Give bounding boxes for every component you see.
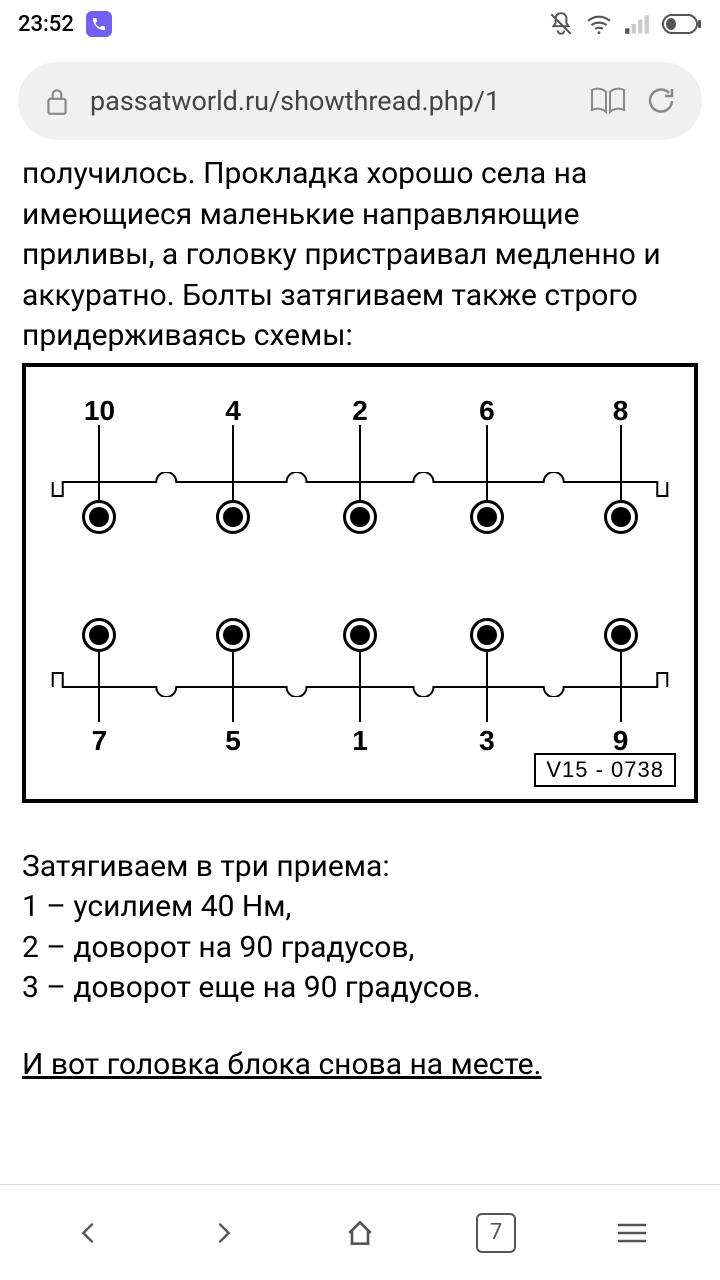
viber-icon xyxy=(86,11,112,37)
bolt-label: 1 xyxy=(352,725,368,757)
step-1: 1 – усилием 40 Нм, xyxy=(22,887,698,928)
bolt-label: 4 xyxy=(225,395,241,427)
battery-icon xyxy=(662,14,702,34)
status-bar: 23:52 xyxy=(0,0,720,48)
bolt-label: 3 xyxy=(479,725,495,757)
bolt-hole xyxy=(216,618,250,652)
tabs-button[interactable]: 7 xyxy=(468,1205,524,1261)
bolt-label: 5 xyxy=(225,725,241,757)
page-content: получилось. Прокладка хорошо села на име… xyxy=(0,154,720,1184)
reader-mode-icon[interactable] xyxy=(590,86,626,116)
bolt-label: 8 xyxy=(613,395,629,427)
footer-link[interactable]: И вот головка блока снова на месте. xyxy=(22,1045,698,1086)
bolt-hole xyxy=(343,618,377,652)
bolt-torque-diagram: 10426875139 V15 - 0738 xyxy=(22,363,698,803)
url-text: passatworld.ru/showthread.php/1 xyxy=(90,85,570,117)
torque-steps: Затягиваем в три приема: 1 – усилием 40 … xyxy=(22,847,698,1009)
back-button[interactable] xyxy=(60,1205,116,1261)
status-time: 23:52 xyxy=(18,12,74,37)
bolt-label: 6 xyxy=(479,395,495,427)
bolt-hole xyxy=(343,500,377,534)
forward-button[interactable] xyxy=(196,1205,252,1261)
signal-icon xyxy=(624,13,650,35)
part-code: V15 - 0738 xyxy=(534,753,676,787)
bolt-label: 7 xyxy=(92,725,108,757)
bolt-label: 10 xyxy=(84,395,115,427)
steps-title: Затягиваем в три приема: xyxy=(22,847,698,888)
url-bar[interactable]: passatworld.ru/showthread.php/1 xyxy=(18,62,702,140)
paragraph-1: получилось. Прокладка хорошо села на име… xyxy=(22,154,698,357)
bolt-hole xyxy=(216,500,250,534)
bolt-hole xyxy=(604,618,638,652)
step-3: 3 – доворот еще на 90 градусов. xyxy=(22,968,698,1009)
status-icons xyxy=(548,11,702,37)
bolt-hole xyxy=(470,500,504,534)
bolt-hole xyxy=(82,500,116,534)
step-2: 2 – доворот на 90 градусов, xyxy=(22,928,698,969)
home-button[interactable] xyxy=(332,1205,388,1261)
url-bar-container: passatworld.ru/showthread.php/1 xyxy=(0,48,720,154)
bolt-label: 2 xyxy=(352,395,368,427)
wifi-icon xyxy=(586,11,612,37)
tab-count: 7 xyxy=(476,1213,516,1253)
menu-button[interactable] xyxy=(604,1205,660,1261)
lock-icon xyxy=(44,86,70,116)
mute-icon xyxy=(548,11,574,37)
reload-icon[interactable] xyxy=(646,86,676,116)
bolt-hole xyxy=(82,618,116,652)
bolt-hole xyxy=(604,500,638,534)
bolt-hole xyxy=(470,618,504,652)
browser-nav-bar: 7 xyxy=(0,1184,720,1280)
